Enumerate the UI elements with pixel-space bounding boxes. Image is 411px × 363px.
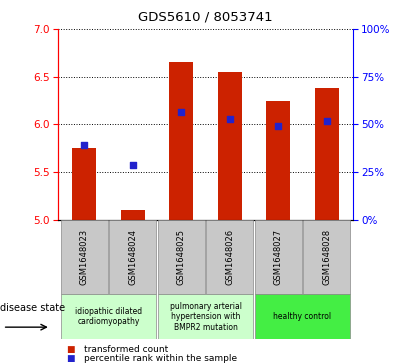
Bar bbox=[169, 62, 193, 220]
Text: GSM1648024: GSM1648024 bbox=[128, 229, 137, 285]
Point bbox=[81, 142, 88, 148]
Bar bbox=[158, 294, 253, 339]
Point bbox=[275, 123, 282, 129]
Bar bbox=[218, 72, 242, 220]
Point bbox=[129, 162, 136, 168]
Bar bbox=[72, 148, 96, 220]
Text: ■: ■ bbox=[66, 345, 74, 354]
Bar bbox=[303, 220, 350, 294]
Bar bbox=[109, 220, 156, 294]
Text: disease state: disease state bbox=[0, 303, 65, 313]
Text: GSM1648027: GSM1648027 bbox=[274, 229, 283, 285]
Bar bbox=[266, 101, 291, 220]
Text: healthy control: healthy control bbox=[273, 312, 332, 321]
Bar bbox=[61, 294, 156, 339]
Point bbox=[226, 116, 233, 122]
Text: transformed count: transformed count bbox=[84, 345, 169, 354]
Point bbox=[323, 118, 330, 123]
Text: GSM1648025: GSM1648025 bbox=[177, 229, 186, 285]
Text: idiopathic dilated
cardiomyopathy: idiopathic dilated cardiomyopathy bbox=[75, 307, 142, 326]
Bar bbox=[158, 220, 205, 294]
Bar bbox=[255, 294, 350, 339]
Text: GSM1648023: GSM1648023 bbox=[80, 229, 89, 285]
Text: ■: ■ bbox=[66, 354, 74, 363]
Text: GDS5610 / 8053741: GDS5610 / 8053741 bbox=[138, 11, 273, 24]
Bar bbox=[120, 210, 145, 220]
Text: percentile rank within the sample: percentile rank within the sample bbox=[84, 354, 238, 363]
Text: GSM1648026: GSM1648026 bbox=[225, 229, 234, 285]
Bar bbox=[206, 220, 253, 294]
Bar bbox=[61, 220, 108, 294]
Point bbox=[178, 109, 185, 115]
Text: pulmonary arterial
hypertension with
BMPR2 mutation: pulmonary arterial hypertension with BMP… bbox=[169, 302, 242, 332]
Bar bbox=[315, 88, 339, 220]
Text: GSM1648028: GSM1648028 bbox=[322, 229, 331, 285]
Bar bbox=[255, 220, 302, 294]
